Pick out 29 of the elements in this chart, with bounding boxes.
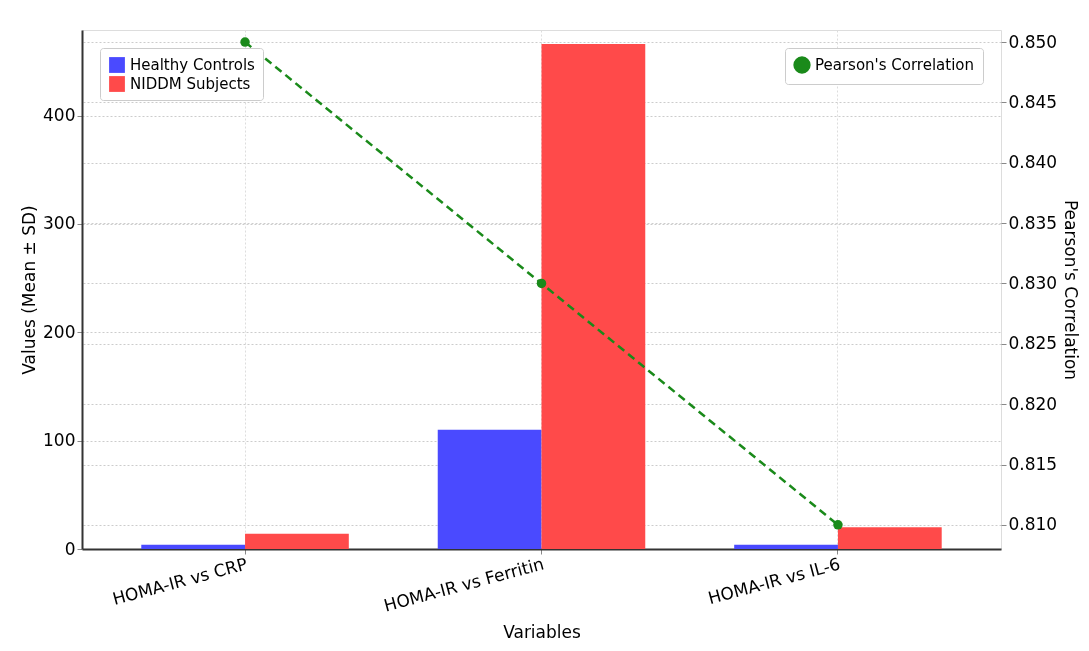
bar (837, 527, 942, 549)
bar (245, 533, 349, 549)
y-tick-label: 400 (43, 105, 76, 126)
y2-axis-title: Pearson's Correlation (1061, 199, 1082, 381)
point (833, 520, 843, 530)
legend-label: Healthy Controls (130, 56, 256, 74)
bar (734, 544, 838, 549)
y-tick-label: 200 (43, 321, 76, 342)
point (536, 278, 547, 289)
y2-tick-label: 0.830 (1008, 272, 1058, 293)
y-tick-label: 0 (64, 538, 76, 559)
y2-tick-label: 0.815 (1008, 454, 1058, 475)
y-tick-label: 100 (43, 430, 76, 451)
y2-tick-label: 0.850 (1008, 31, 1058, 52)
y2-tick-label: 0.835 (1008, 212, 1058, 233)
bar (541, 44, 646, 549)
y-axis-title: Values (Mean ± SD) (19, 205, 40, 375)
point (240, 37, 250, 47)
y2-tick-label: 0.845 (1008, 91, 1058, 112)
y2-tick-label: 0.810 (1008, 514, 1058, 535)
bar (141, 544, 246, 549)
y2-tick-label: 0.820 (1008, 393, 1058, 414)
y-tick-label: 300 (43, 213, 76, 234)
legend-label: NIDDM Subjects (130, 75, 251, 93)
bar (437, 429, 542, 549)
legend-label: Pearson's Correlation (815, 56, 975, 74)
y2-tick-label: 0.825 (1008, 333, 1058, 354)
y2-tick-label: 0.840 (1008, 152, 1058, 173)
x-axis-title: Variables (503, 621, 581, 642)
